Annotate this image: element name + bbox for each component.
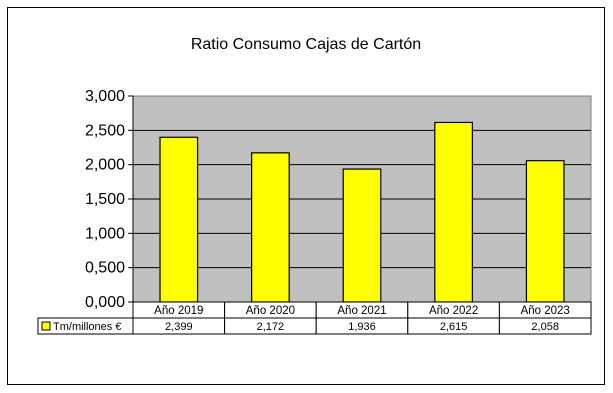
chart-plot: 0,000 0,500 1,000 1,500 2,000 2,500 3,000 Año … xyxy=(37,88,592,335)
y-axis-ticks: 0,000 0,500 1,000 1,500 2,000 2,500 3,000 xyxy=(85,88,134,311)
table-value-cell xyxy=(498,317,592,335)
data-label: 2,058 xyxy=(531,321,559,333)
x-category-label: Año 2019 xyxy=(154,305,203,317)
bars xyxy=(159,121,565,303)
legend-label: Tm/millones € xyxy=(53,321,121,333)
legend-swatch xyxy=(41,321,51,331)
data-label: 1,936 xyxy=(348,321,376,333)
y-tick-label: 2,500 xyxy=(85,122,125,139)
y-tick-label: 3,000 xyxy=(85,88,125,105)
y-tick-label: 0,000 xyxy=(85,294,125,311)
data-label: 2,172 xyxy=(257,321,285,333)
chart-title: Ratio Consumo Cajas de Cartón xyxy=(190,36,422,53)
chart-container: Ratio Consumo Cajas de Cartón 0,000 0,500… xyxy=(7,7,605,385)
data-label: 2,399 xyxy=(165,321,193,333)
y-tick-label: 1,000 xyxy=(85,225,125,242)
y-tick-label: 1,500 xyxy=(85,191,125,208)
x-category-label: Año 2022 xyxy=(429,305,478,317)
bar xyxy=(434,121,473,303)
bar xyxy=(342,168,382,303)
y-tick-label: 0,500 xyxy=(85,260,125,277)
data-label: 2,615 xyxy=(440,321,468,333)
bar xyxy=(251,152,290,303)
x-category-label: Año 2021 xyxy=(337,305,386,317)
x-category-label: Año 2023 xyxy=(521,305,570,317)
data-table: Año 2019 Año 2020 Año 2021 Año 2022 Año 2023… xyxy=(37,301,592,335)
bar xyxy=(159,136,199,303)
bar xyxy=(525,160,565,303)
y-tick-label: 2,000 xyxy=(85,157,125,174)
x-category-label: Año 2020 xyxy=(246,305,295,317)
